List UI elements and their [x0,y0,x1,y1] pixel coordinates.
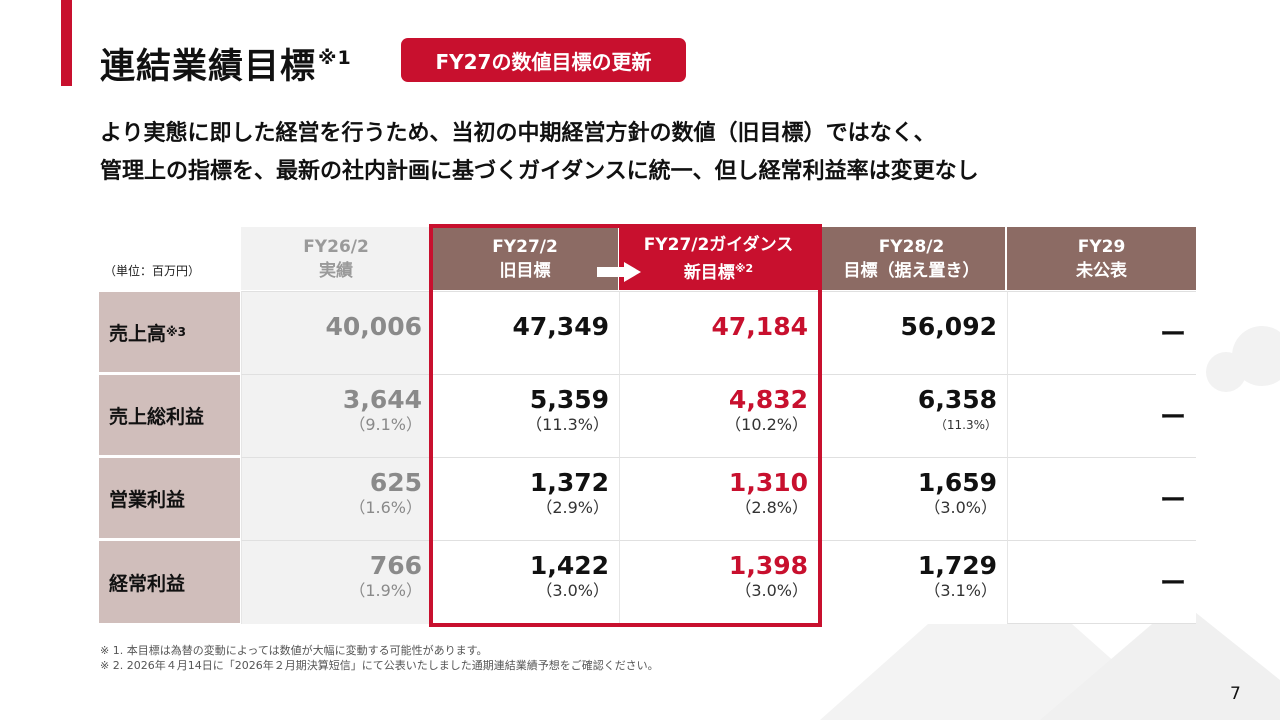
cell-fy28: 6,358 （11.3%） [818,374,1007,457]
margin: （10.2%） [725,415,808,434]
value: ー [1159,486,1186,516]
col-header-line1: FY29 [1077,236,1126,257]
lead-line-1: より実態に即した経営を行うため、当初の中期経営方針の数値（旧目標）ではなく、 [100,121,936,146]
cell-fy28: 1,729 （3.1%） [818,540,1007,624]
row-label-text: 売上総利益 [109,405,205,428]
col-header-line1: FY27/2ガイダンス [643,234,794,255]
cell-guidance: 1,398 （3.0%） [619,540,818,624]
lead-line-2: 管理上の指標を、最新の社内計画に基づくガイダンスに統一、但し経常利益率は変更なし [100,159,979,184]
cell-old-target: 47,349 [432,291,619,374]
footnotes: ※ 1. 本目標は為替の変動によっては数値が大幅に変動する可能性があります。 ※… [100,643,659,673]
value: 1,398 [728,551,808,580]
cell-fy28: 56,092 [818,291,1007,374]
value: 47,184 [711,312,808,341]
value: 5,359 [529,385,609,414]
value: 1,659 [917,468,997,497]
col-header-line1: FY26/2 [303,236,369,257]
margin: （2.8%） [735,498,808,517]
cell-actual: 40,006 [241,291,432,374]
value: 3,644 [342,385,422,414]
row-label-text: 売上高 [109,322,167,345]
unit-label: （単位：百万円） [104,264,201,278]
value: ー [1159,320,1186,350]
value: ー [1159,569,1186,599]
cell-old-target: 1,372 （2.9%） [432,457,619,540]
col-header-fy26-actual: FY26/2 実績 [241,227,431,290]
col-header-line2: 実績 [319,260,353,281]
cell-fy29: ー [1007,540,1196,624]
value: 1,372 [529,468,609,497]
col-header-note: ※2 [734,261,754,275]
cell-guidance: 1,310 （2.8%） [619,457,818,540]
value: 625 [369,468,422,497]
col-header-fy27-guidance: FY27/2ガイダンス 新目標※2 [619,227,818,290]
cell-actual: 3,644 （9.1%） [241,374,432,457]
cell-old-target: 1,422 （3.0%） [432,540,619,624]
row-label-sales: 売上高 ※3 [99,292,240,372]
col-header-line2: 未公表 [1076,260,1127,281]
margin: （3.0%） [735,581,808,600]
footnote-1: ※ 1. 本目標は為替の変動によっては数値が大幅に変動する可能性があります。 [100,644,488,657]
page-title: 連結業績目標 ※1 [100,38,352,89]
footnote-2: ※ 2. 2026年４月14日に「2026年２月期決算短信」にて公表いたしました… [100,659,659,672]
value: ー [1159,403,1186,433]
margin: （2.9%） [536,498,609,517]
value: 40,006 [325,312,422,341]
margin: （11.3%） [934,418,997,432]
value: 766 [369,551,422,580]
col-header-line2: 目標（据え置き） [843,260,980,281]
col-header-line2: 新目標※2 [684,257,753,285]
col-header-line1: FY28/2 [878,236,945,257]
cell-fy29: ー [1007,291,1196,374]
col-header-line2-text: 新目標 [683,262,735,283]
row-label-ordinary-profit: 経常利益 [99,541,240,623]
value: 47,349 [512,312,609,341]
cell-actual: 625 （1.6%） [241,457,432,540]
cell-guidance: 47,184 [619,291,818,374]
value: 1,729 [917,551,997,580]
margin: （3.0%） [536,581,609,600]
cell-actual: 766 （1.9%） [241,540,432,624]
cell-fy29: ー [1007,457,1196,540]
row-label-gross-profit: 売上総利益 [99,375,240,455]
col-header-fy27-old-target: FY27/2 旧目標 [432,227,619,290]
value: 1,422 [529,551,609,580]
margin: （9.1%） [349,415,422,434]
value: 4,832 [728,385,808,414]
margin: （3.0%） [924,498,997,517]
title-accent-bar [61,0,72,86]
page-title-note: ※1 [318,47,352,69]
value: 6,358 [917,385,997,414]
value: 56,092 [900,312,997,341]
row-label-note: ※3 [166,325,187,339]
col-header-fy29: FY29 未公表 [1007,227,1196,290]
fy27-highlight-frame [429,224,822,627]
value: 1,310 [728,468,808,497]
row-label-text: 営業利益 [109,488,186,511]
cell-fy29: ー [1007,374,1196,457]
cell-old-target: 5,359 （11.3%） [432,374,619,457]
margin: （11.3%） [526,415,609,434]
page-number: 7 [1230,684,1241,704]
col-header-line1: FY27/2 [492,236,558,257]
cell-fy28: 1,659 （3.0%） [818,457,1007,540]
lead-text: より実態に即した経営を行うため、当初の中期経営方針の数値（旧目標）ではなく、管理… [100,115,979,191]
margin: （3.1%） [924,581,997,600]
margin: （1.6%） [349,498,422,517]
update-badge: FY27の数値目標の更新 [401,38,686,82]
cell-guidance: 4,832 （10.2%） [619,374,818,457]
row-label-text: 経常利益 [109,572,186,595]
col-header-line2: 旧目標 [499,260,551,281]
col-header-fy28-target: FY28/2 目標（据え置き） [818,227,1006,290]
page-title-text: 連結業績目標 [100,47,317,87]
row-label-operating-profit: 営業利益 [99,458,240,538]
right-arrow-icon [597,262,641,282]
margin: （1.9%） [349,581,422,600]
